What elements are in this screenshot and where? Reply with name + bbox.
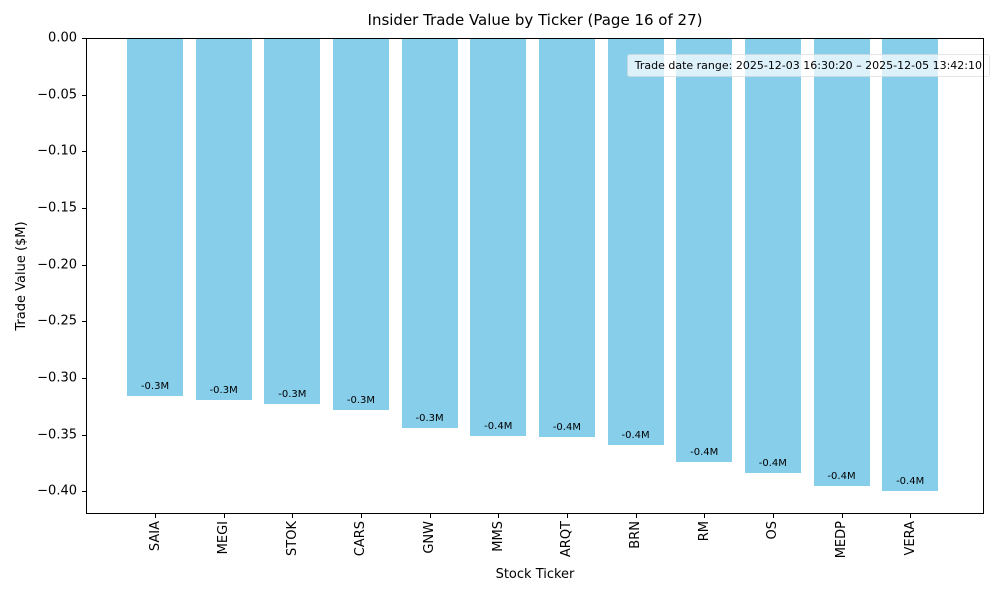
x-tick-label-OS: OS bbox=[765, 521, 781, 540]
x-tick-label-MEGI: MEGI bbox=[216, 521, 232, 555]
bar-MMS bbox=[470, 38, 527, 436]
bar-MEDP bbox=[813, 38, 870, 486]
y-tick-mark bbox=[82, 208, 86, 209]
x-tick-mark bbox=[429, 514, 431, 518]
x-tick-label-GNW: GNW bbox=[422, 521, 438, 554]
bar-value-label: -0.4M bbox=[484, 420, 513, 432]
bar-GNW bbox=[401, 38, 458, 428]
bar-ARQT bbox=[538, 38, 595, 437]
annotation-trade-date-range: Trade date range: 2025-12-03 16:30:20 – … bbox=[626, 54, 990, 77]
x-tick-mark bbox=[772, 514, 774, 518]
y-tick-mark bbox=[82, 38, 86, 39]
y-tick-label: −0.05 bbox=[37, 87, 77, 103]
y-tick-mark bbox=[82, 434, 86, 436]
x-tick-label-VERA: VERA bbox=[902, 521, 918, 556]
x-tick-mark bbox=[841, 514, 843, 518]
x-tick-mark bbox=[910, 514, 912, 518]
x-tick-mark bbox=[155, 514, 156, 518]
y-tick-mark bbox=[82, 378, 86, 379]
bar-VERA bbox=[882, 38, 939, 492]
x-tick-mark bbox=[566, 514, 568, 518]
x-tick-label-SAIA: SAIA bbox=[147, 521, 163, 552]
bar-value-label: -0.4M bbox=[896, 476, 925, 488]
bar-value-label: -0.4M bbox=[827, 470, 856, 482]
x-tick-label-MMS: MMS bbox=[490, 521, 506, 552]
bar-STOK bbox=[264, 38, 321, 405]
x-tick-mark bbox=[360, 514, 362, 518]
x-tick-mark bbox=[635, 514, 637, 518]
y-tick-label: −0.35 bbox=[37, 427, 77, 443]
y-axis-label: Trade Value ($M) bbox=[14, 221, 29, 331]
x-tick-label-MEDP: MEDP bbox=[834, 521, 849, 559]
y-tick-label: −0.30 bbox=[37, 370, 77, 386]
x-tick-label-STOK: STOK bbox=[284, 521, 300, 556]
y-tick-label: −0.10 bbox=[37, 143, 77, 159]
y-tick-mark bbox=[82, 151, 86, 153]
y-tick-label: 0.00 bbox=[48, 30, 77, 46]
x-tick-mark bbox=[704, 514, 706, 518]
plot-area: -0.3M -0.3M -0.3M -0.3M -0.3M -0.4M -0.4M -0.4M… bbox=[86, 38, 984, 514]
y-tick-label: −0.15 bbox=[37, 200, 77, 216]
x-tick-mark bbox=[292, 514, 294, 518]
bar-OS bbox=[744, 38, 801, 474]
y-tick-mark bbox=[82, 491, 86, 493]
x-tick-mark bbox=[223, 514, 225, 518]
bar-value-label: -0.3M bbox=[415, 412, 444, 424]
y-tick-mark bbox=[82, 94, 86, 96]
bar-CARS bbox=[332, 38, 389, 410]
bar-SAIA bbox=[127, 38, 183, 397]
y-tick-label: −0.40 bbox=[37, 483, 77, 499]
bar-value-label: -0.3M bbox=[209, 384, 238, 396]
bar-value-label: -0.4M bbox=[552, 421, 581, 433]
bar-value-label: -0.4M bbox=[621, 429, 650, 441]
bar-value-label: -0.3M bbox=[140, 381, 170, 393]
y-tick-mark bbox=[82, 264, 86, 266]
bar-BRN bbox=[607, 38, 664, 445]
x-tick-label-CARS: CARS bbox=[353, 521, 369, 557]
x-tick-label-RM: RM bbox=[696, 521, 712, 542]
bar-value-label: -0.3M bbox=[278, 389, 307, 401]
y-tick-label: −0.25 bbox=[37, 313, 77, 329]
chart-title: Insider Trade Value by Ticker (Page 16 o… bbox=[367, 11, 703, 29]
x-tick-label-BRN: BRN bbox=[628, 521, 644, 549]
bar-RM bbox=[676, 38, 733, 462]
x-tick-mark bbox=[498, 514, 500, 518]
y-tick-label: −0.20 bbox=[37, 257, 77, 273]
x-tick-label-ARQT: ARQT bbox=[559, 521, 575, 558]
bar-MEGI bbox=[195, 38, 252, 400]
y-tick-mark bbox=[82, 321, 86, 323]
bar-value-label: -0.4M bbox=[690, 446, 719, 458]
bar-value-label: -0.4M bbox=[758, 458, 787, 470]
x-axis-label: Stock Ticker bbox=[495, 567, 575, 582]
bar-value-label: -0.3M bbox=[346, 394, 376, 406]
